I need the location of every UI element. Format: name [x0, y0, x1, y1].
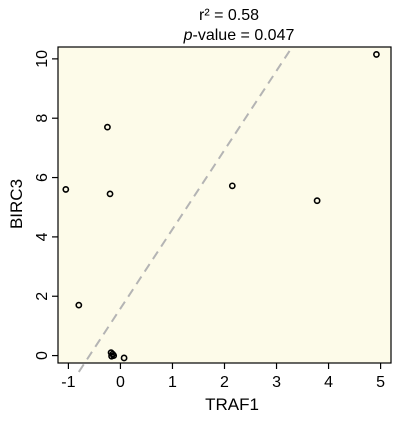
x-axis-title: TRAF1 — [205, 395, 259, 414]
plot-area — [58, 47, 391, 363]
x-tick-label: 0 — [116, 374, 125, 391]
x-tick-label: -1 — [61, 374, 75, 391]
y-tick-label: 8 — [34, 114, 51, 123]
x-tick-label: 3 — [272, 374, 281, 391]
x-tick-label: 5 — [376, 374, 385, 391]
r-squared-label: r² = 0.58 — [199, 7, 259, 24]
y-axis-ticks: 0 2 4 6 8 10 — [34, 50, 58, 360]
y-axis-title: BIRC3 — [7, 179, 26, 229]
p-value-text: -value = 0.047 — [193, 27, 295, 44]
x-tick-label: 4 — [324, 374, 333, 391]
p-value-italic-prefix: p — [183, 27, 193, 44]
p-value-label: p-value = 0.047 — [183, 27, 295, 44]
x-tick-label: 2 — [220, 374, 229, 391]
y-tick-label: 2 — [34, 292, 51, 301]
y-tick-label: 6 — [34, 173, 51, 182]
y-tick-label: 0 — [34, 351, 51, 360]
y-tick-label: 4 — [34, 232, 51, 241]
x-tick-label: 1 — [168, 374, 177, 391]
x-axis-ticks: -1 0 1 2 3 4 5 — [61, 363, 385, 391]
y-tick-label: 10 — [34, 50, 51, 68]
